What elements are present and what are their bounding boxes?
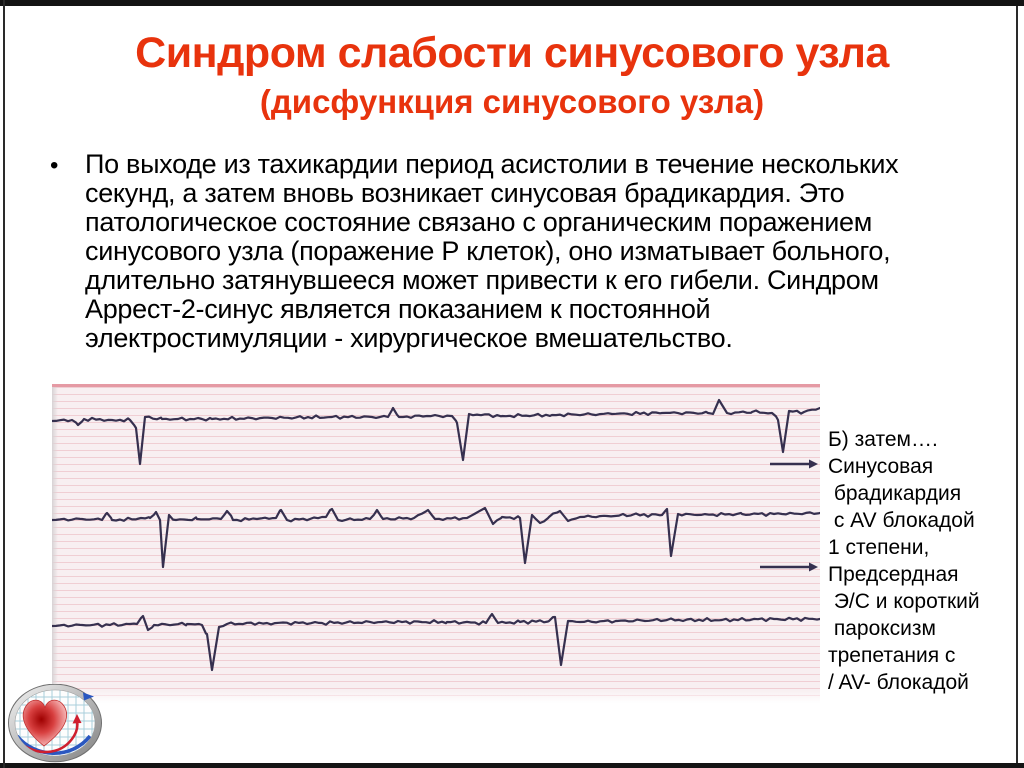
top-border-band [0, 0, 1024, 6]
ecg-annotation-arrow [770, 459, 818, 469]
bottom-border-band [0, 763, 1024, 768]
caption-line: брадикардия [828, 482, 962, 505]
ecg-image [52, 384, 820, 704]
blue-arrow-icon [83, 692, 94, 701]
body-line: секунд, а затем вновь возникает синусова… [85, 178, 845, 208]
body-line: По выходе из тахикардии период асистолии… [85, 149, 899, 179]
heart-icon [22, 699, 68, 747]
caption-line: Б) затем…. [828, 428, 938, 451]
ecg-caption: Б) затем…. Синусовая брадикардия с AV бл… [828, 426, 1020, 696]
ecg-strip-1-sinus-pause [52, 398, 820, 466]
slide-subtitle: (дисфункция синусового узла) [259, 83, 765, 120]
caption-line: трепетания с [828, 644, 956, 667]
slide-title: Синдром слабости синусового узла [135, 29, 889, 77]
ecg-annotation-arrow [760, 562, 818, 572]
ecg-strip-2-bradycardia-av-block [52, 506, 820, 569]
cardiology-logo-graphic [8, 683, 102, 763]
caption-line: с AV блокадой [828, 509, 975, 532]
blue-swoosh [15, 734, 92, 756]
left-border-line [3, 0, 5, 768]
caption-line: / AV- блокадой [828, 671, 969, 694]
right-border-line [1016, 6, 1018, 763]
ecg-traces [52, 398, 820, 672]
body-text: По выходе из тахикардии период асистолии… [85, 149, 899, 353]
caption-line: пароксизм [828, 617, 936, 640]
bullet-marker: • [50, 152, 59, 179]
caption-line: Э/С и короткий [828, 590, 980, 613]
body-line: длительно затянувшееся может привести к … [85, 265, 879, 295]
caption-line: Синусовая [828, 455, 934, 478]
body-line: электростимуляции - хирургическое вмешат… [85, 323, 733, 353]
caption-line: Предсердная [828, 563, 959, 586]
red-arrow-icon [72, 714, 82, 724]
red-swoosh [20, 720, 79, 754]
bullet-paragraph: • По выходе из тахикардии период асистол… [50, 150, 990, 353]
body-line: патологическое состояние связано с орган… [85, 207, 873, 237]
cardiology-logo [7, 683, 103, 764]
body-line: Аррест-2-синус является показанием к пос… [85, 294, 711, 324]
caption-line: 1 степени, [828, 536, 930, 559]
ecg-strip-3-pause [52, 612, 820, 672]
body-line: синусового узла (поражение Р клеток), он… [85, 236, 891, 266]
